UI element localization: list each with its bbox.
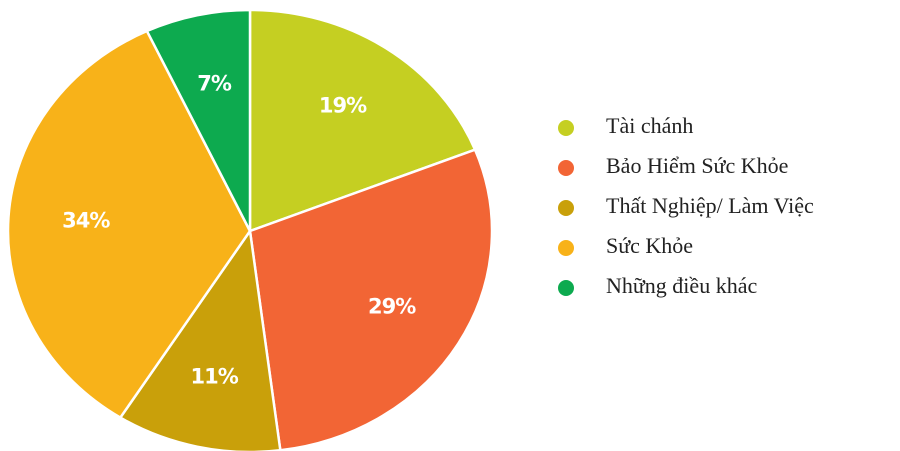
pie-slice bbox=[248, 148, 494, 451]
pie-slice bbox=[118, 227, 282, 451]
legend-marker bbox=[558, 240, 574, 256]
legend-label: Sức Khỏe bbox=[606, 233, 693, 258]
legend-label: Tài chánh bbox=[606, 113, 693, 138]
slice-label: 34% bbox=[62, 209, 110, 233]
legend-label: Bảo Hiểm Sức Khỏe bbox=[606, 153, 788, 178]
slice-label: 7% bbox=[197, 71, 232, 95]
pie-slice bbox=[145, 8, 252, 232]
slice-label: 19% bbox=[319, 94, 367, 118]
pie-slice bbox=[248, 8, 477, 233]
legend-marker bbox=[558, 200, 574, 216]
slice-label: 11% bbox=[190, 365, 238, 389]
legend-marker bbox=[558, 160, 574, 176]
pie-slice bbox=[6, 29, 252, 420]
slice-label: 29% bbox=[368, 294, 416, 318]
legend-label: Những điều khác bbox=[606, 273, 757, 298]
legend-marker bbox=[558, 280, 574, 296]
legend-marker bbox=[558, 120, 574, 136]
legend-label: Thất Nghiệp/ Làm Việc bbox=[606, 193, 814, 218]
